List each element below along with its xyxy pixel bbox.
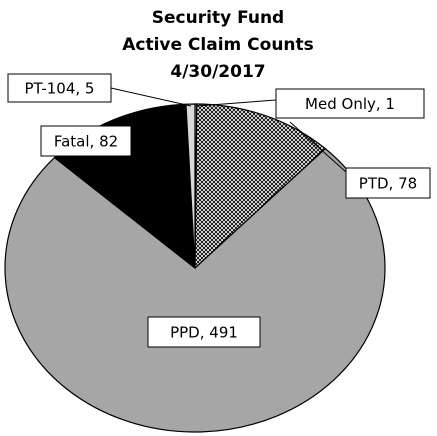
chart-title: 4/30/2017 (170, 62, 265, 82)
data-label: PPD, 491 (170, 324, 238, 342)
label-box (147, 316, 261, 348)
chart-title: Security Fund (152, 8, 284, 28)
data-label: PT-104, 5 (25, 80, 95, 98)
leader-line (196, 99, 277, 107)
label-box (275, 88, 425, 119)
leader-line (110, 87, 192, 107)
data-label: Fatal, 82 (54, 133, 118, 151)
label-box (40, 125, 132, 157)
pie-slice (185, 103, 196, 269)
pie-slice (194, 103, 327, 270)
data-label: Med Only, 1 (305, 95, 395, 113)
data-label: PTD, 78 (359, 175, 417, 193)
chart-title: Active Claim Counts (122, 35, 314, 55)
label-box (7, 73, 112, 103)
pie-slice (4, 147, 386, 433)
leader-line (289, 121, 347, 173)
label-box (345, 167, 431, 199)
